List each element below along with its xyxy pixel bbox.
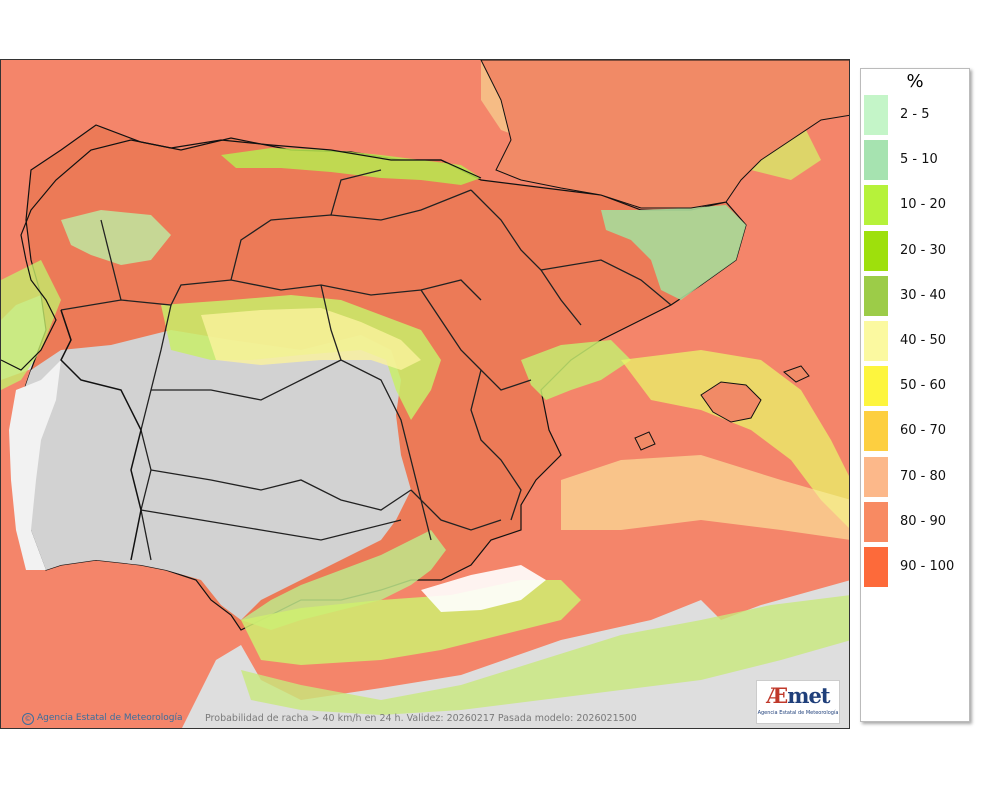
legend-swatch xyxy=(864,501,888,542)
legend-row: 70 - 80 xyxy=(864,456,968,497)
map-panel xyxy=(0,59,850,729)
green-band-northeast xyxy=(601,205,746,300)
sea-band-north-africa-coast xyxy=(241,595,849,715)
sea-band-balearic xyxy=(621,350,849,528)
copyright-icon: © xyxy=(22,713,34,725)
menorca-island xyxy=(783,365,810,383)
green-band-galicia xyxy=(61,210,171,265)
legend-swatch xyxy=(864,185,888,226)
legend-row: 40 - 50 xyxy=(864,321,968,361)
legend-row: 80 - 90 xyxy=(864,501,968,542)
legend-swatch xyxy=(864,321,888,361)
legend-swatch xyxy=(864,411,888,452)
green-band-south xyxy=(241,530,446,630)
aemet-logo-subtitle: Agencia Estatal de Meteorología xyxy=(757,710,839,716)
green-band-north-coast xyxy=(221,148,481,185)
legend-label: 20 - 30 xyxy=(900,242,947,258)
legend-row: 20 - 30 xyxy=(864,230,968,271)
legend-swatch xyxy=(864,366,888,407)
aemet-logo-word: Æmet xyxy=(766,683,831,708)
legend-label: 10 - 20 xyxy=(900,197,947,213)
legend-swatch xyxy=(864,547,888,587)
portugal-border xyxy=(60,309,142,561)
legend-swatch xyxy=(864,275,888,316)
agency-credit: © Agencia Estatal de Meteorología xyxy=(22,713,183,725)
low-probability-interior xyxy=(16,330,411,620)
legend-row: 60 - 70 xyxy=(864,411,968,452)
legend-row: 2 - 5 xyxy=(864,95,968,135)
legend-row: 30 - 40 xyxy=(864,275,968,316)
mallorca-island xyxy=(700,381,762,423)
legend-row: 50 - 60 xyxy=(864,366,968,407)
legend-swatch xyxy=(864,95,888,135)
legend-label: 60 - 70 xyxy=(900,423,947,439)
legend-row: 10 - 20 xyxy=(864,185,968,226)
france-landmass xyxy=(480,60,849,209)
yellow-band-center xyxy=(201,308,421,370)
green-band-valencia xyxy=(521,340,631,400)
portugal-coast-strip xyxy=(9,360,61,570)
ibiza-island xyxy=(634,431,656,451)
aemet-logo: Æmet Agencia Estatal de Meteorología xyxy=(756,680,840,724)
legend-label: 40 - 50 xyxy=(900,333,947,348)
sea-band-alboran-white xyxy=(421,565,546,612)
north-africa-land xyxy=(182,580,849,728)
legend-swatch xyxy=(864,456,888,497)
legend-label: 90 - 100 xyxy=(900,559,955,574)
sea-band-atlantic xyxy=(1,260,61,390)
legend-swatch xyxy=(864,230,888,271)
agency-credit-text: Agencia Estatal de Meteorología xyxy=(37,713,183,723)
sea-band-southeast xyxy=(561,455,849,540)
legend-unit: % xyxy=(906,71,924,92)
legend-label: 50 - 60 xyxy=(900,378,947,394)
legend-label: 2 - 5 xyxy=(900,107,930,122)
map-caption: Probabilidad de racha > 40 km/h en 24 h.… xyxy=(205,713,637,724)
probability-map xyxy=(1,60,849,728)
legend-row: 90 - 100 xyxy=(864,547,968,587)
legend-label: 80 - 90 xyxy=(900,513,947,529)
legend-label: 5 - 10 xyxy=(900,152,938,168)
legend-label: 70 - 80 xyxy=(900,468,947,484)
legend-label: 30 - 40 xyxy=(900,287,947,303)
legend-swatch xyxy=(864,140,888,181)
coastline xyxy=(1,139,482,371)
legend-row: 5 - 10 xyxy=(864,140,968,181)
legend-panel: % 2 - 5 5 - 10 10 - 20 20 - 30 30 - 40 40 - 5… xyxy=(860,68,970,722)
